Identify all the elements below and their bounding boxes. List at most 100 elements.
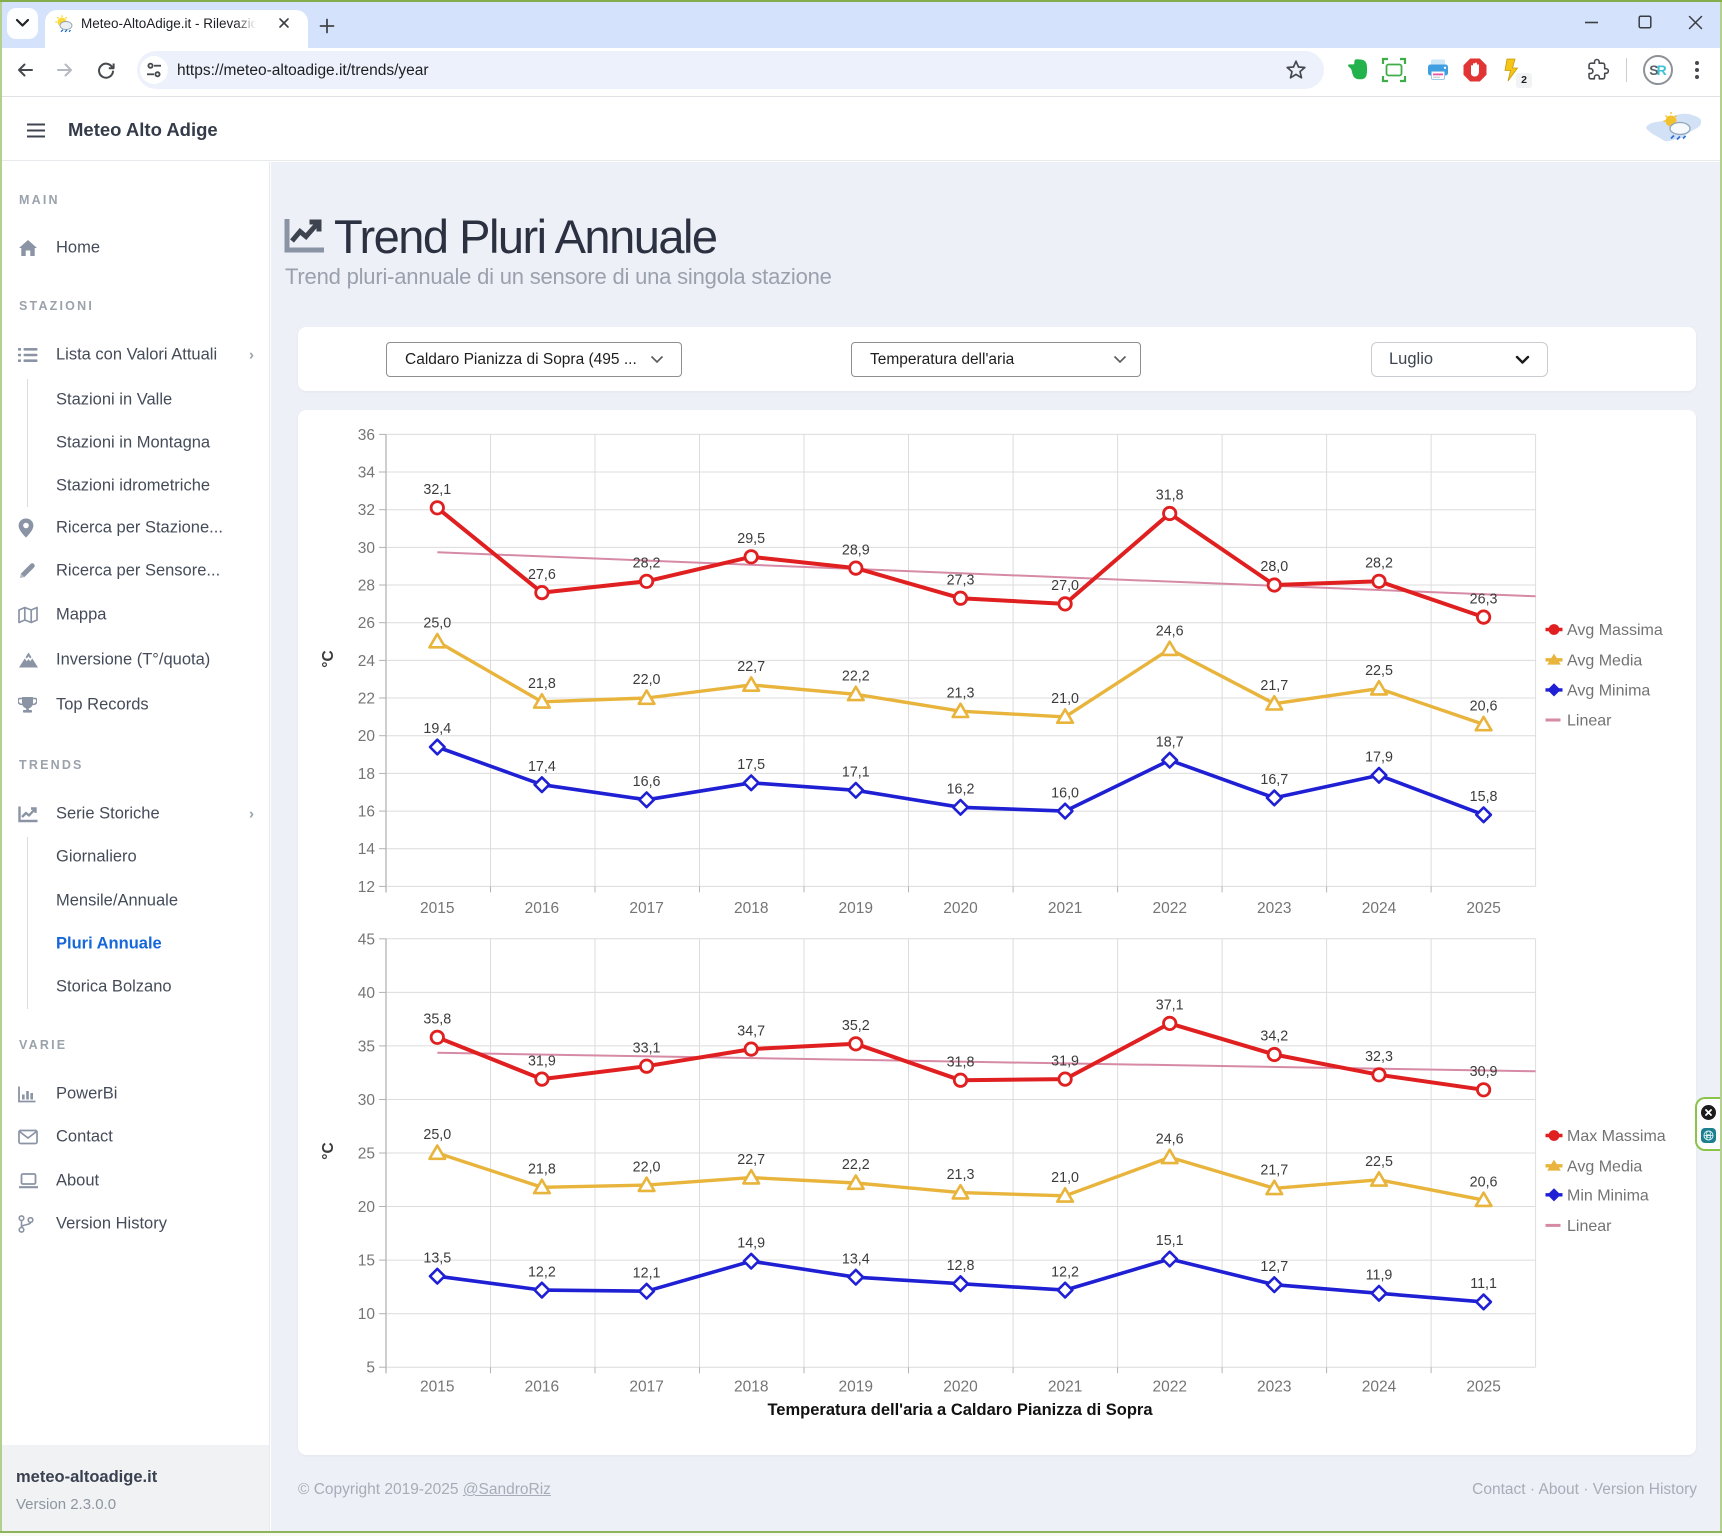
svg-text:22,7: 22,7 [737, 659, 765, 675]
svg-text:12: 12 [358, 879, 375, 896]
svg-text:21,7: 21,7 [1260, 678, 1288, 694]
svg-text:2018: 2018 [734, 900, 768, 917]
svg-text:15,1: 15,1 [1156, 1233, 1184, 1249]
svg-text:2024: 2024 [1362, 1379, 1397, 1396]
svg-text:2024: 2024 [1362, 900, 1397, 917]
svg-text:2019: 2019 [839, 1379, 873, 1396]
svg-text:21,8: 21,8 [528, 1162, 556, 1178]
svg-text:45: 45 [358, 931, 375, 948]
svg-text:22,2: 22,2 [842, 669, 870, 685]
svg-text:16,6: 16,6 [633, 774, 661, 790]
svg-text:12,7: 12,7 [1260, 1259, 1288, 1275]
svg-text:40: 40 [358, 985, 376, 1002]
svg-text:17,4: 17,4 [528, 759, 556, 775]
svg-text:27,6: 27,6 [528, 567, 556, 583]
svg-text:2020: 2020 [943, 1379, 978, 1396]
svg-text:Min Minima: Min Minima [1567, 1187, 1649, 1204]
svg-text:16: 16 [358, 804, 375, 821]
svg-text:32,3: 32,3 [1365, 1049, 1393, 1065]
svg-text:15,8: 15,8 [1470, 789, 1498, 805]
svg-text:22,5: 22,5 [1365, 1154, 1393, 1170]
svg-text:12,2: 12,2 [528, 1264, 556, 1280]
svg-text:26: 26 [358, 615, 375, 632]
svg-text:20,6: 20,6 [1470, 1174, 1498, 1190]
svg-text:2025: 2025 [1466, 1379, 1500, 1396]
svg-text:2021: 2021 [1048, 900, 1082, 917]
svg-text:12,1: 12,1 [633, 1265, 661, 1281]
svg-text:2023: 2023 [1257, 1379, 1291, 1396]
svg-text:22,2: 22,2 [842, 1157, 870, 1173]
svg-text:31,9: 31,9 [528, 1053, 556, 1069]
svg-text:37,1: 37,1 [1156, 998, 1184, 1014]
svg-text:2017: 2017 [629, 900, 663, 917]
svg-text:34: 34 [358, 465, 376, 482]
svg-text:17,1: 17,1 [842, 765, 870, 781]
svg-text:21,7: 21,7 [1260, 1163, 1288, 1179]
svg-text:Avg Minima: Avg Minima [1567, 682, 1650, 699]
svg-text:29,5: 29,5 [737, 531, 765, 547]
svg-text:28,9: 28,9 [842, 542, 870, 558]
svg-text:27,0: 27,0 [1051, 578, 1079, 594]
svg-text:2016: 2016 [525, 900, 559, 917]
svg-text:Max Massima: Max Massima [1567, 1128, 1666, 1145]
svg-text:25,0: 25,0 [423, 1127, 451, 1143]
svg-text:Avg Media: Avg Media [1567, 1158, 1642, 1175]
svg-text:30,9: 30,9 [1470, 1064, 1498, 1080]
svg-text:21,0: 21,0 [1051, 1170, 1079, 1186]
svg-text:21,8: 21,8 [528, 676, 556, 692]
svg-text:18: 18 [358, 766, 375, 783]
svg-text:33,1: 33,1 [633, 1040, 661, 1056]
svg-text:20: 20 [358, 728, 376, 745]
svg-text:32,1: 32,1 [423, 482, 451, 498]
svg-text:31,8: 31,8 [947, 1054, 975, 1070]
svg-text:30: 30 [358, 1092, 376, 1109]
svg-text:20,6: 20,6 [1470, 699, 1498, 715]
svg-text:2025: 2025 [1466, 900, 1500, 917]
svg-text:36: 36 [358, 427, 375, 444]
svg-text:25: 25 [358, 1146, 375, 1163]
svg-text:2023: 2023 [1257, 900, 1291, 917]
svg-text:34,7: 34,7 [737, 1023, 765, 1039]
svg-text:11,1: 11,1 [1470, 1276, 1497, 1292]
svg-text:19,4: 19,4 [423, 721, 451, 737]
svg-text:16,7: 16,7 [1260, 772, 1288, 788]
svg-text:25,0: 25,0 [423, 616, 451, 632]
svg-text:21,3: 21,3 [947, 685, 975, 701]
svg-text:24,6: 24,6 [1156, 1132, 1184, 1148]
svg-text:22: 22 [358, 691, 375, 708]
svg-text:Linear: Linear [1567, 713, 1612, 730]
svg-text:35: 35 [358, 1038, 375, 1055]
svg-text:17,5: 17,5 [737, 757, 765, 773]
svg-text:14: 14 [358, 841, 376, 858]
svg-text:18,7: 18,7 [1156, 734, 1184, 750]
svg-text:2017: 2017 [629, 1379, 663, 1396]
svg-text:2022: 2022 [1152, 1379, 1186, 1396]
svg-text:13,5: 13,5 [423, 1250, 451, 1266]
svg-text:28: 28 [358, 578, 375, 595]
svg-text:2015: 2015 [420, 900, 454, 917]
svg-text:2016: 2016 [525, 1379, 559, 1396]
svg-text:Avg Massima: Avg Massima [1567, 622, 1663, 639]
svg-text:28,2: 28,2 [1365, 556, 1393, 572]
svg-text:12,8: 12,8 [947, 1258, 975, 1274]
svg-text:°C: °C [320, 650, 337, 667]
svg-text:Temperatura dell'aria a Caldar: Temperatura dell'aria a Caldaro Pianizza… [767, 1401, 1153, 1419]
svg-text:Linear: Linear [1567, 1218, 1612, 1235]
svg-text:35,8: 35,8 [423, 1012, 451, 1028]
svg-text:26,3: 26,3 [1470, 591, 1498, 607]
svg-text:12,2: 12,2 [1051, 1264, 1079, 1280]
svg-text:24: 24 [358, 653, 376, 670]
svg-text:27,3: 27,3 [947, 572, 975, 588]
svg-text:2022: 2022 [1152, 900, 1186, 917]
svg-text:2019: 2019 [839, 900, 873, 917]
svg-text:16,0: 16,0 [1051, 785, 1079, 801]
svg-text:10: 10 [358, 1306, 376, 1323]
svg-text:24,6: 24,6 [1156, 623, 1184, 639]
svg-text:°C: °C [320, 1142, 337, 1159]
svg-text:31,8: 31,8 [1156, 488, 1184, 504]
svg-text:14,9: 14,9 [737, 1235, 765, 1251]
svg-text:15: 15 [358, 1253, 375, 1270]
svg-text:22,0: 22,0 [633, 1159, 661, 1175]
svg-text:17,9: 17,9 [1365, 750, 1393, 766]
svg-text:22,7: 22,7 [737, 1152, 765, 1168]
